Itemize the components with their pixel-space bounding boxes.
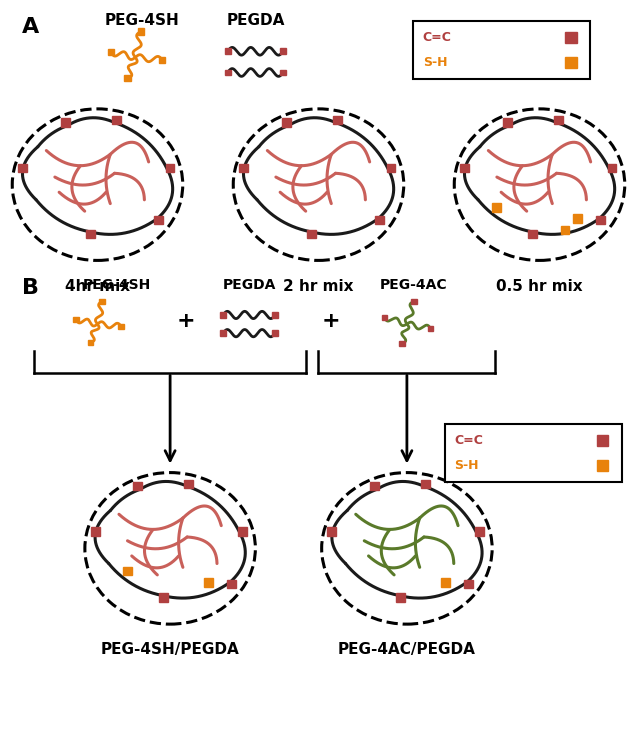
Bar [272, 312, 278, 317]
Bar [18, 163, 27, 172]
Text: S-H: S-H [454, 459, 479, 472]
Text: A: A [22, 17, 39, 37]
Bar [224, 70, 231, 75]
Bar [220, 331, 226, 336]
Bar [238, 528, 247, 536]
Text: PEGDA: PEGDA [226, 13, 285, 29]
Bar [159, 594, 168, 602]
Bar [561, 226, 569, 235]
Bar [445, 424, 622, 482]
Bar [224, 48, 231, 54]
Bar [138, 29, 144, 34]
Bar [566, 57, 576, 68]
Bar [464, 580, 473, 588]
Bar [573, 215, 582, 223]
Bar [133, 482, 142, 490]
Text: +: + [322, 311, 340, 331]
Text: PEG-4AC/PEGDA: PEG-4AC/PEGDA [338, 642, 476, 658]
Bar [227, 580, 236, 588]
Bar [87, 339, 93, 345]
Bar [596, 216, 605, 224]
Text: PEG-4SH: PEG-4SH [82, 278, 150, 292]
Bar [99, 298, 105, 304]
Text: +: + [176, 311, 195, 331]
Bar [280, 48, 286, 54]
Text: 4hr mix: 4hr mix [65, 279, 130, 294]
Bar [427, 326, 433, 331]
Bar [282, 118, 290, 127]
Bar [492, 203, 501, 212]
Bar [554, 116, 562, 125]
Text: PEG-4SH/PEGDA: PEG-4SH/PEGDA [101, 642, 240, 658]
Bar [61, 118, 69, 127]
Bar [597, 460, 608, 471]
Bar [460, 163, 469, 172]
Bar [124, 75, 131, 81]
Bar [475, 528, 483, 536]
Bar [399, 341, 405, 346]
Bar [411, 298, 417, 304]
Bar [86, 229, 95, 238]
Text: PEGDA: PEGDA [222, 278, 276, 292]
Bar [272, 331, 278, 336]
Bar [333, 116, 341, 125]
Bar [413, 21, 590, 78]
Bar [239, 163, 248, 172]
Bar [327, 528, 336, 536]
Bar [608, 163, 617, 172]
Bar [185, 479, 193, 488]
Bar [441, 578, 450, 586]
Bar [73, 317, 79, 323]
Bar [375, 216, 384, 224]
Bar [123, 567, 132, 575]
Text: C=C: C=C [423, 31, 452, 43]
Bar [421, 479, 430, 488]
Bar [387, 163, 396, 172]
Bar [166, 163, 175, 172]
Text: 2 hr mix: 2 hr mix [283, 279, 354, 294]
Bar [528, 229, 537, 238]
Text: PEG-4SH: PEG-4SH [104, 13, 179, 29]
Text: B: B [22, 278, 39, 298]
Text: 0.5 hr mix: 0.5 hr mix [496, 279, 583, 294]
Bar [118, 323, 124, 329]
Bar [108, 49, 115, 55]
Bar [159, 57, 166, 63]
Bar [370, 482, 379, 490]
Bar [204, 578, 213, 586]
Bar [90, 528, 99, 536]
Text: C=C: C=C [454, 434, 483, 446]
Bar [597, 435, 608, 446]
Bar [280, 70, 286, 75]
Bar [396, 594, 404, 602]
Bar [503, 118, 512, 127]
Bar [307, 229, 316, 238]
Text: PEG-4AC: PEG-4AC [380, 278, 447, 292]
Bar [566, 32, 576, 43]
Bar [112, 116, 120, 125]
Bar [220, 312, 226, 317]
Text: S-H: S-H [423, 56, 447, 69]
Bar [382, 314, 387, 320]
Bar [154, 216, 163, 224]
